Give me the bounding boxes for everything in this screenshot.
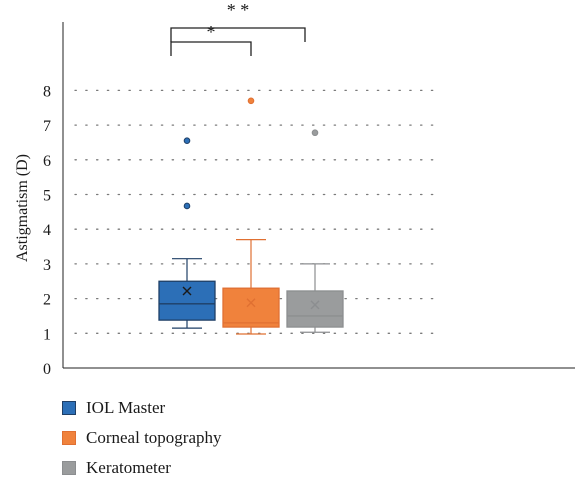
legend: IOL Master Corneal topography Keratomete… [62,393,222,483]
significance-bracket-1 [170,27,306,42]
boxes [158,97,344,335]
y-tick-label-6: 6 [43,153,51,170]
y-tick-label-5: 5 [43,188,51,205]
y-tick-label-1: 1 [43,326,51,343]
legend-swatch-corneal-topography [62,431,76,445]
box-corneal-topography [222,97,280,335]
legend-label-iol-master: IOL Master [86,398,166,417]
mean-marker-cross-corneal-topography [246,298,256,308]
mean-marker-cross-iol-master [182,286,192,296]
legend-label-keratometer: Keratometer [86,458,171,477]
legend-label-corneal-topography: Corneal topography [86,428,222,447]
y-tick-label-2: 2 [43,292,51,309]
legend-item-iol-master: IOL Master [62,393,222,423]
outlier-corneal-topography-0 [247,97,255,105]
outlier-iol-master-0 [183,202,191,210]
significance-bracket-0 [170,41,252,56]
mean-marker-cross-keratometer [310,300,320,310]
outlier-iol-master-1 [183,137,191,145]
box-body-corneal-topography [222,287,280,328]
legend-swatch-iol-master [62,401,76,415]
box-keratometer [286,129,344,333]
y-tick-label-8: 8 [43,83,51,100]
outlier-keratometer-0 [311,129,319,137]
significance-label-0: * [207,22,216,42]
box-iol-master [158,137,216,329]
axes: 0 1 2 3 4 5 6 7 8 [43,22,575,378]
y-tick-label-3: 3 [43,257,51,274]
y-axis-title: Astigmatism (D) [14,154,31,262]
gridlines [74,89,441,334]
y-tick-label-0: 0 [43,361,51,378]
legend-item-corneal-topography: Corneal topography [62,423,222,453]
legend-item-keratometer: Keratometer [62,453,222,483]
y-tick-label-7: 7 [43,118,51,135]
significance-label-1: * * [227,0,250,20]
box-body-keratometer [286,290,344,328]
significance-brackets: * * * [170,0,306,56]
y-tick-label-4: 4 [43,222,51,239]
legend-swatch-keratometer [62,461,76,475]
box-body-iol-master [158,280,216,321]
